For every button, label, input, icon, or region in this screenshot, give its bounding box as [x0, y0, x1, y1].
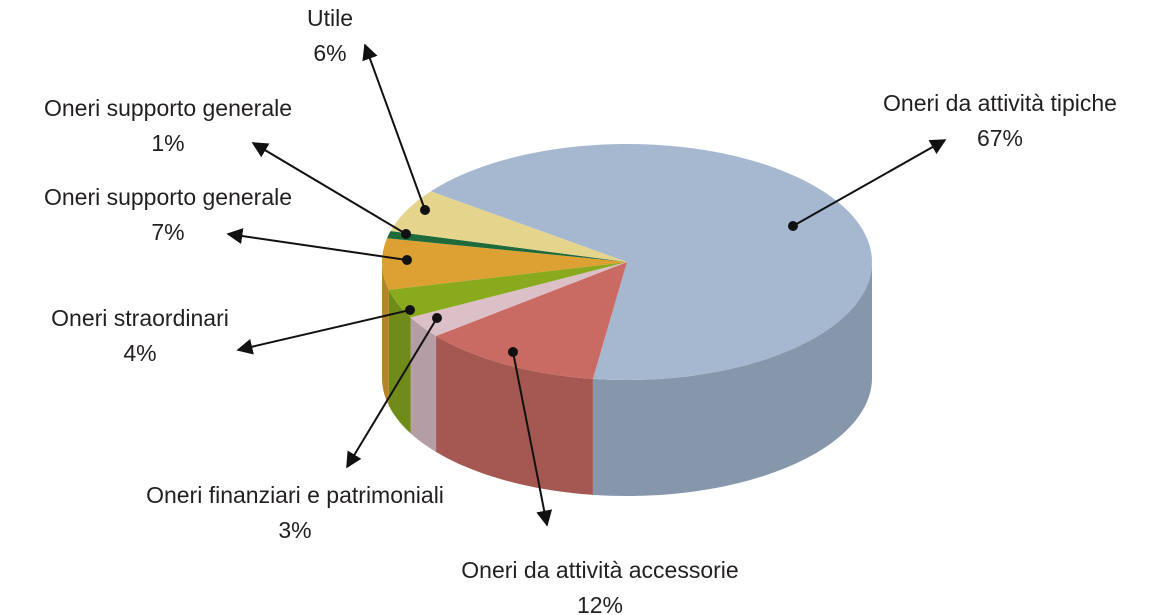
callout-dot: [401, 229, 411, 239]
pie-slice: [382, 238, 627, 290]
callout-line: [346, 317, 438, 469]
slice-label: Oneri finanziari e patrimoniali: [146, 482, 444, 508]
value-label: 6%: [313, 40, 346, 66]
pie-slice: [436, 262, 627, 379]
value-label: 7%: [151, 219, 184, 245]
value-label: 4%: [123, 340, 156, 366]
value-label: 12%: [577, 592, 623, 615]
callout-line: [226, 228, 408, 261]
pie-slice: [387, 231, 627, 262]
callout-line: [512, 351, 553, 527]
callout-line: [251, 142, 407, 235]
callout-line: [362, 43, 426, 211]
slice-label: Oneri da attività accessorie: [461, 557, 738, 583]
pie-side: [382, 262, 389, 406]
slice-label: Oneri supporto generale: [44, 95, 292, 121]
value-label: 3%: [278, 517, 311, 543]
pie-side: [388, 289, 411, 434]
callout-dot: [508, 347, 518, 357]
pie-side: [592, 262, 872, 496]
slice-label: Oneri da attività tipiche: [883, 90, 1117, 116]
callout-dot: [402, 255, 412, 265]
callout-dot: [788, 221, 798, 231]
callout-line: [236, 309, 411, 355]
slice-label: Oneri supporto generale: [44, 184, 292, 210]
pie-slice: [390, 191, 627, 262]
callout-dot: [432, 313, 442, 323]
callout-dot: [405, 305, 415, 315]
callout-dot: [420, 205, 430, 215]
pie-slice: [430, 144, 872, 380]
value-label: 1%: [151, 130, 184, 156]
slice-label: Oneri straordinari: [51, 305, 229, 331]
slice-label: Utile: [307, 5, 353, 31]
value-label: 67%: [977, 125, 1023, 151]
pie-slice: [388, 262, 627, 318]
callout-line: [792, 139, 947, 227]
pie-side: [410, 317, 437, 452]
pie-slice: [410, 262, 627, 336]
pie-side: [436, 335, 593, 495]
